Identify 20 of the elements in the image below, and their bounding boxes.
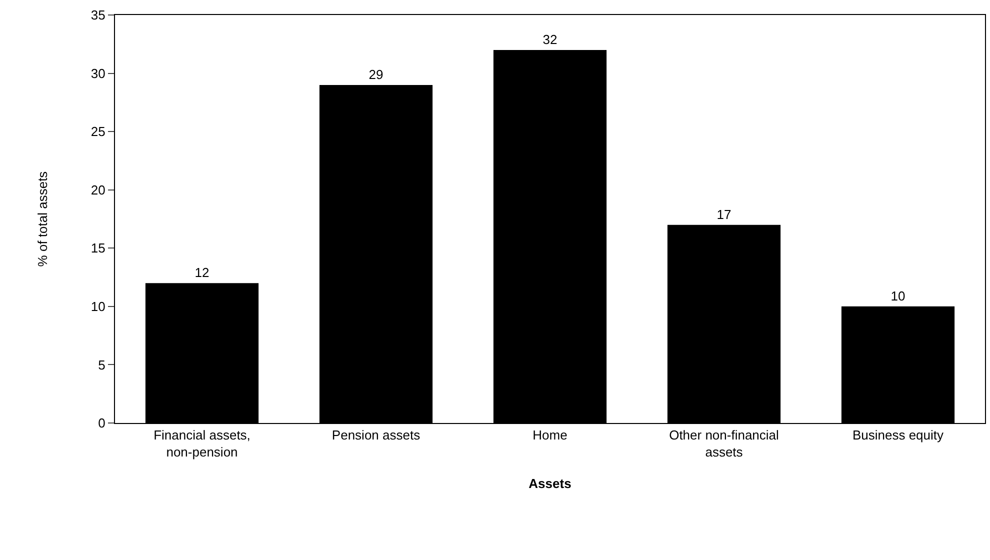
data-label: 29 xyxy=(368,66,384,82)
y-tick-label: 15 xyxy=(90,240,106,256)
y-tick-label: 30 xyxy=(90,66,106,81)
y-tick-label: 25 xyxy=(90,124,106,140)
x-tick-label: Financial assets, non-pension xyxy=(154,428,250,460)
x-tick-label: Business equity xyxy=(852,428,944,443)
y-tick-label: 0 xyxy=(98,416,106,431)
y-axis-title: % of total assets xyxy=(34,170,50,267)
data-label: 10 xyxy=(890,288,906,304)
y-tick-label: 10 xyxy=(90,298,106,314)
x-tick-label: Pension assets xyxy=(332,428,421,443)
data-label: 12 xyxy=(194,265,210,280)
y-tick-label: 20 xyxy=(90,182,106,198)
x-tick-label: Home xyxy=(532,428,568,443)
x-axis-title: Assets xyxy=(528,476,572,492)
y-tick-label: 5 xyxy=(98,357,106,372)
data-label: 32 xyxy=(542,32,558,47)
data-label: 17 xyxy=(716,206,732,222)
y-tick-label: 35 xyxy=(90,8,106,23)
x-tick-label: Other non-financial assets xyxy=(669,428,780,460)
